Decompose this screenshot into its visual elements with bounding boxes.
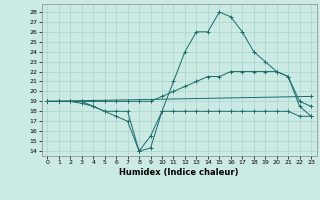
X-axis label: Humidex (Indice chaleur): Humidex (Indice chaleur) bbox=[119, 168, 239, 177]
